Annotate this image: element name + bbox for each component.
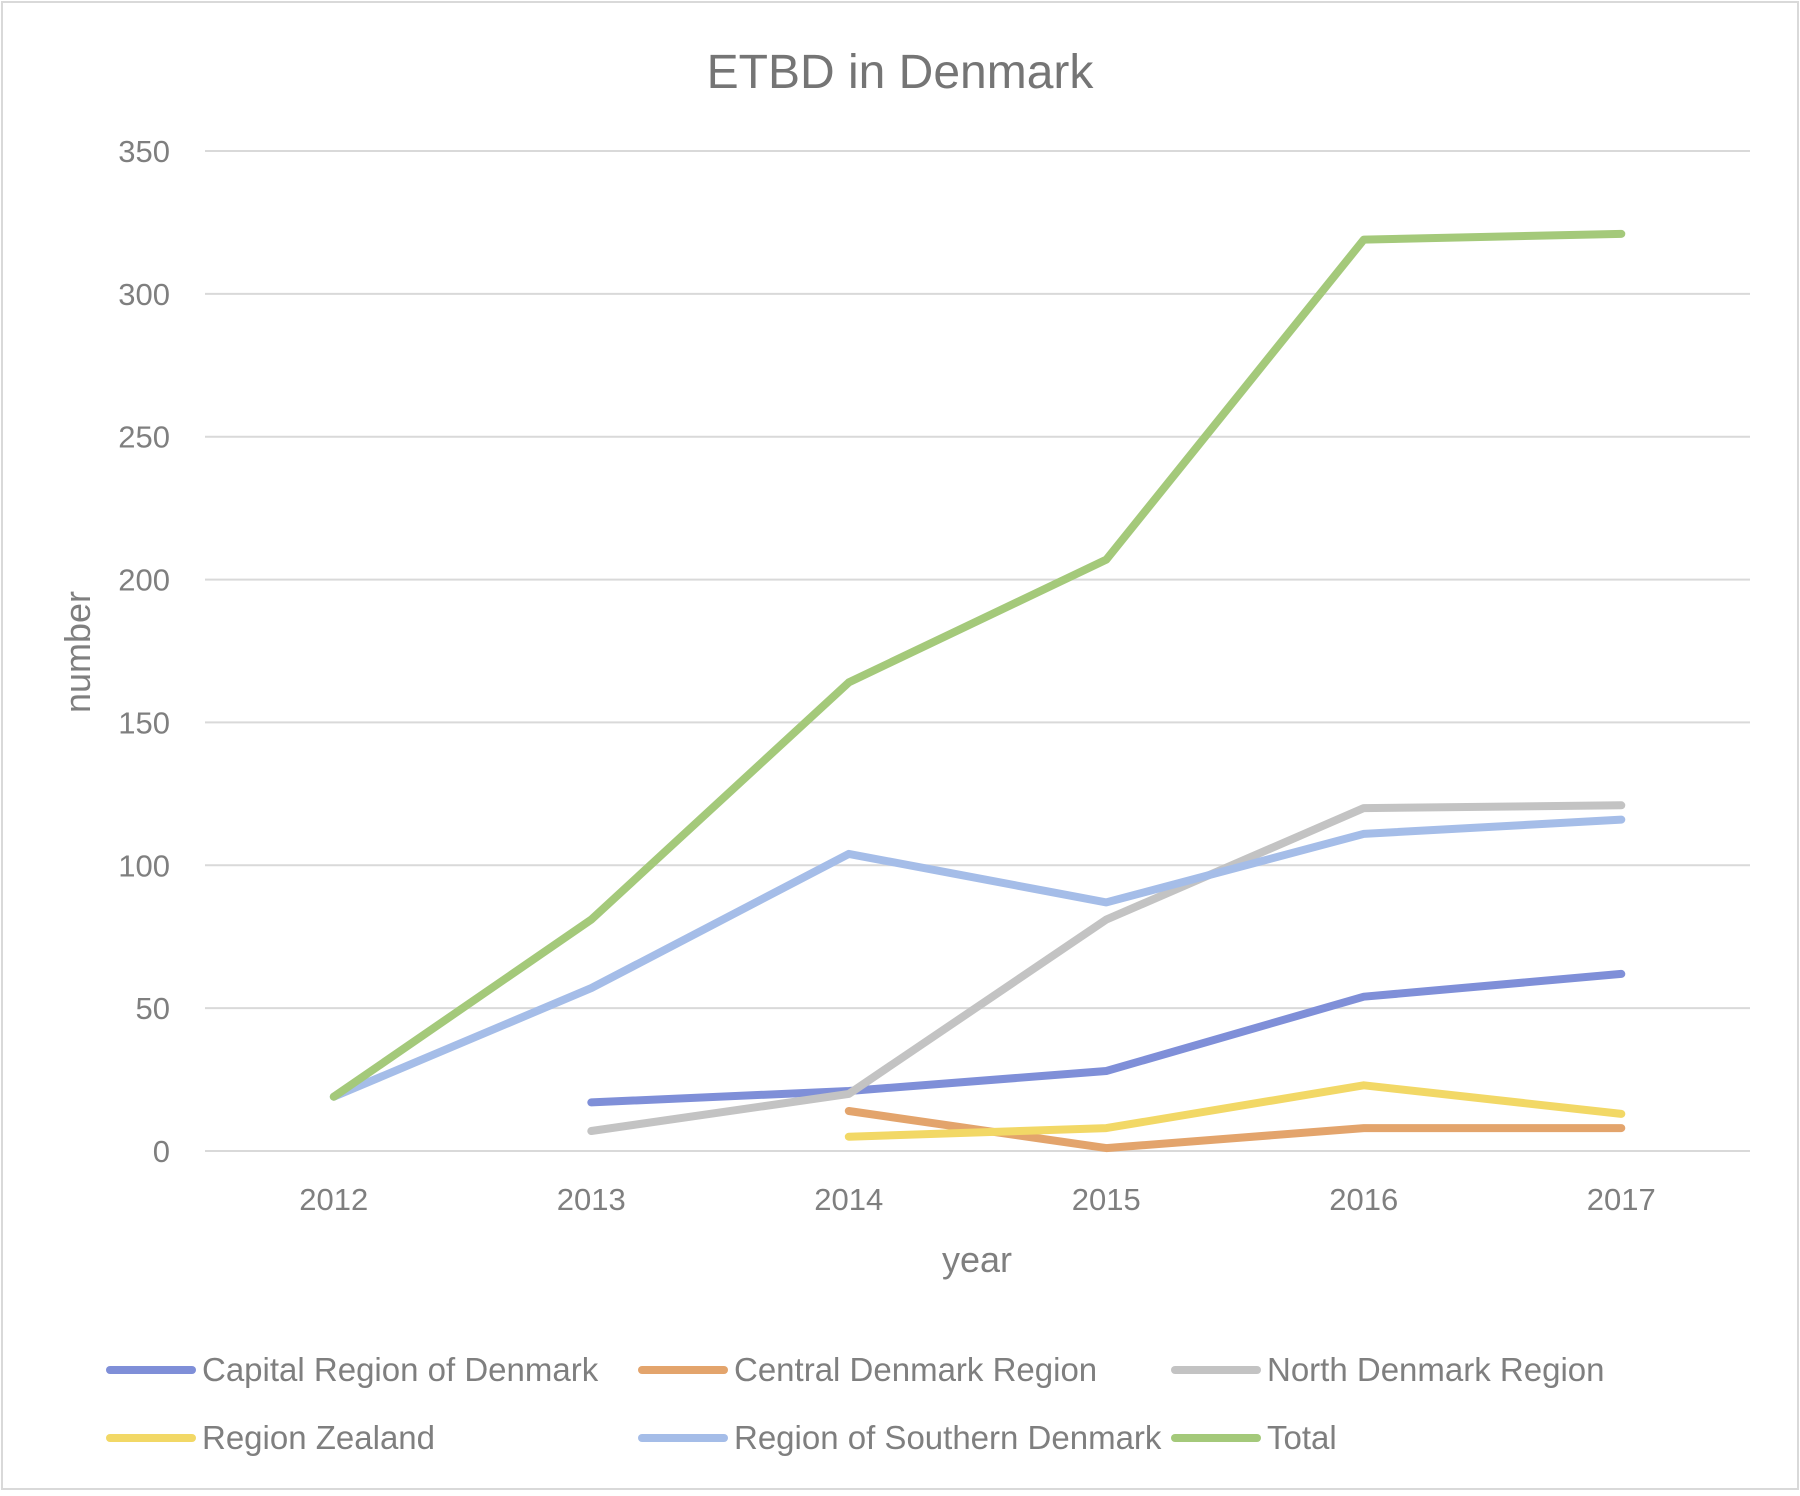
series-region-of-southern-denmark xyxy=(329,815,1626,1101)
legend-item[interactable]: Central Denmark Region xyxy=(638,1351,1097,1388)
series-north-denmark-region xyxy=(587,801,1626,1135)
series-line xyxy=(844,1081,1626,1141)
x-tick-label: 2015 xyxy=(1072,1182,1141,1217)
x-axis-title: year xyxy=(942,1239,1012,1280)
y-tick-label: 150 xyxy=(118,705,170,740)
legend: Capital Region of Denmark Central Denmark… xyxy=(106,1351,1604,1456)
series-region-zealand xyxy=(844,1081,1626,1141)
legend-item[interactable]: Region Zealand xyxy=(106,1419,435,1456)
series-line xyxy=(587,969,1626,1107)
legend-item[interactable]: Region of Southern Denmark xyxy=(638,1419,1162,1456)
legend-item[interactable]: Total xyxy=(1171,1419,1337,1456)
y-tick-label: 50 xyxy=(136,991,170,1026)
x-axis: 2012 2013 2014 2015 2016 2017 xyxy=(299,1182,1655,1217)
y-axis-title: number xyxy=(57,591,98,713)
x-tick-label: 2014 xyxy=(814,1182,883,1217)
y-tick-label: 0 xyxy=(153,1134,170,1169)
series-capital-region-of-denmark xyxy=(587,969,1626,1107)
series-line xyxy=(329,229,1626,1101)
x-tick-label: 2016 xyxy=(1329,1182,1398,1217)
legend-item[interactable]: Capital Region of Denmark xyxy=(106,1351,599,1388)
y-axis: 0 50 100 150 200 250 300 350 xyxy=(118,134,170,1169)
legend-label: Total xyxy=(1267,1419,1337,1456)
y-tick-label: 200 xyxy=(118,563,170,598)
legend-item[interactable]: North Denmark Region xyxy=(1171,1351,1604,1388)
y-tick-label: 350 xyxy=(118,134,170,169)
x-tick-label: 2017 xyxy=(1587,1182,1656,1217)
series-line xyxy=(587,801,1626,1135)
legend-label: Region of Southern Denmark xyxy=(734,1419,1162,1456)
legend-label: Capital Region of Denmark xyxy=(202,1351,599,1388)
x-tick-label: 2013 xyxy=(557,1182,626,1217)
series-layer xyxy=(329,229,1626,1153)
chart-title: ETBD in Denmark xyxy=(707,46,1095,99)
series-line xyxy=(329,815,1626,1101)
y-tick-label: 250 xyxy=(118,420,170,455)
legend-label: Region Zealand xyxy=(202,1419,435,1456)
legend-label: North Denmark Region xyxy=(1267,1351,1604,1388)
y-tick-label: 300 xyxy=(118,277,170,312)
legend-label: Central Denmark Region xyxy=(734,1351,1097,1388)
y-tick-label: 100 xyxy=(118,848,170,883)
x-tick-label: 2012 xyxy=(299,1182,368,1217)
series-total xyxy=(329,229,1626,1101)
